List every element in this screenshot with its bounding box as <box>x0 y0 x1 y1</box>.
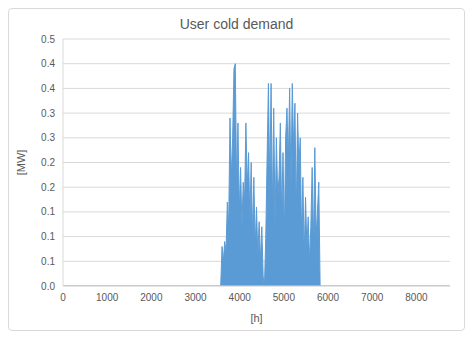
svg-text:6000: 6000 <box>317 292 340 303</box>
svg-text:0.3: 0.3 <box>41 108 55 119</box>
svg-text:0.1: 0.1 <box>41 256 55 267</box>
svg-text:7000: 7000 <box>361 292 384 303</box>
svg-text:4000: 4000 <box>229 292 252 303</box>
svg-text:2000: 2000 <box>140 292 163 303</box>
svg-text:[MW]: [MW] <box>15 150 27 176</box>
svg-text:0.4: 0.4 <box>41 58 55 69</box>
svg-text:0.4: 0.4 <box>41 83 55 94</box>
svg-text:0.1: 0.1 <box>41 231 55 242</box>
svg-text:0.1: 0.1 <box>41 206 55 217</box>
svg-text:0.2: 0.2 <box>41 157 55 168</box>
svg-text:[h]: [h] <box>250 312 262 324</box>
svg-text:0: 0 <box>60 292 66 303</box>
svg-text:0.5: 0.5 <box>41 34 55 45</box>
svg-text:1000: 1000 <box>96 292 119 303</box>
svg-text:0.0: 0.0 <box>41 281 55 292</box>
svg-text:5000: 5000 <box>273 292 296 303</box>
html-text:User cold demand: User cold demand <box>179 16 294 32</box>
svg-text:0.3: 0.3 <box>41 132 55 143</box>
svg-text:3000: 3000 <box>184 292 207 303</box>
svg-text:0.2: 0.2 <box>41 182 55 193</box>
svg-text:8000: 8000 <box>405 292 428 303</box>
